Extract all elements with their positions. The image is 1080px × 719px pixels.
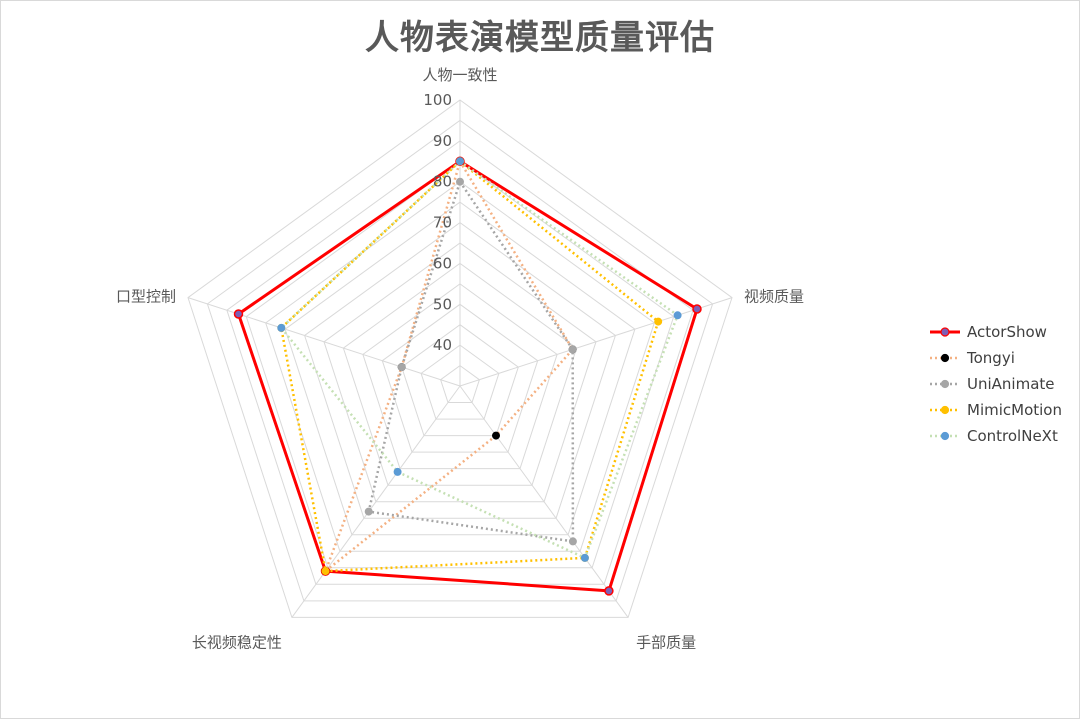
legend-label: ActorShow [967, 323, 1047, 341]
axis-label: 口型控制 [116, 288, 176, 306]
grid-ring [381, 303, 539, 453]
axis-label: 长视频稳定性 [192, 633, 282, 651]
data-point [456, 177, 464, 186]
tick-label: 90 [433, 132, 452, 150]
tick-label: 70 [433, 214, 452, 232]
radar-series [233, 156, 702, 596]
series-controlnext [277, 157, 682, 562]
legend-swatch-marker [940, 405, 950, 415]
series-mimicmotion [277, 157, 663, 576]
tick-label: 40 [433, 336, 452, 354]
series-line [237, 159, 699, 593]
legend-label: ControlNeXt [967, 427, 1058, 445]
grid-ring [323, 242, 597, 503]
grid-ring [245, 160, 675, 569]
grid-spoke [291, 385, 461, 618]
chart-title: 人物表演模型质量评估 [365, 18, 715, 58]
data-point [321, 567, 330, 576]
grid-ring [440, 364, 480, 403]
axis-label: 手部质量 [636, 633, 696, 651]
data-point [393, 467, 402, 476]
legend-swatch-marker [940, 379, 950, 389]
data-point [233, 309, 244, 319]
grid-ring [342, 262, 578, 486]
grid-spoke [459, 385, 629, 618]
tick-label: 50 [433, 295, 452, 313]
tick-label: 100 [423, 91, 452, 109]
grid-ring [265, 181, 655, 552]
data-point [397, 363, 406, 372]
tick-label: 80 [433, 173, 452, 191]
grid-ring [206, 119, 714, 602]
data-point [692, 304, 702, 314]
data-point [580, 553, 589, 562]
data-point [673, 311, 682, 320]
legend-swatch-marker [940, 353, 950, 363]
series-line [324, 160, 574, 573]
data-point [568, 345, 577, 354]
legend-label: Tongyi [966, 349, 1015, 367]
data-point [568, 537, 577, 546]
radar-grid [187, 99, 733, 618]
series-line [367, 180, 575, 543]
axis-label: 视频质量 [744, 288, 804, 306]
data-point [456, 157, 464, 166]
series-unianimate [364, 177, 577, 546]
series-actorshow [233, 156, 702, 596]
data-point [277, 323, 286, 332]
legend-item: ActorShow [930, 323, 1047, 341]
grid-ring [401, 324, 519, 437]
data-point [492, 431, 500, 440]
data-point [604, 586, 614, 596]
grid-ring [284, 201, 636, 536]
grid-ring [187, 99, 733, 618]
grid-ring [420, 344, 500, 420]
grid-spoke [459, 297, 733, 387]
data-point [654, 317, 663, 326]
legend-label: UniAnimate [967, 375, 1055, 393]
grid-ring [362, 283, 558, 470]
tick-labels: 40 50 60 70 80 90 100 [423, 91, 452, 354]
legend-item: ControlNeXt [930, 427, 1058, 445]
axis-label: 人物一致性 [422, 66, 497, 84]
data-point [364, 507, 373, 516]
legend: ActorShow Tongyi UniAnimate MimicMotion Cont… [930, 323, 1062, 445]
legend-item: UniAnimate [930, 375, 1055, 393]
legend-swatch-marker [940, 327, 950, 337]
tick-label: 60 [433, 254, 452, 272]
grid-spoke [187, 297, 461, 387]
legend-swatch-marker [940, 431, 950, 441]
legend-label: MimicMotion [967, 401, 1062, 419]
grid-ring [304, 221, 616, 519]
legend-item: MimicMotion [930, 401, 1062, 419]
legend-item: Tongyi [930, 349, 1015, 367]
